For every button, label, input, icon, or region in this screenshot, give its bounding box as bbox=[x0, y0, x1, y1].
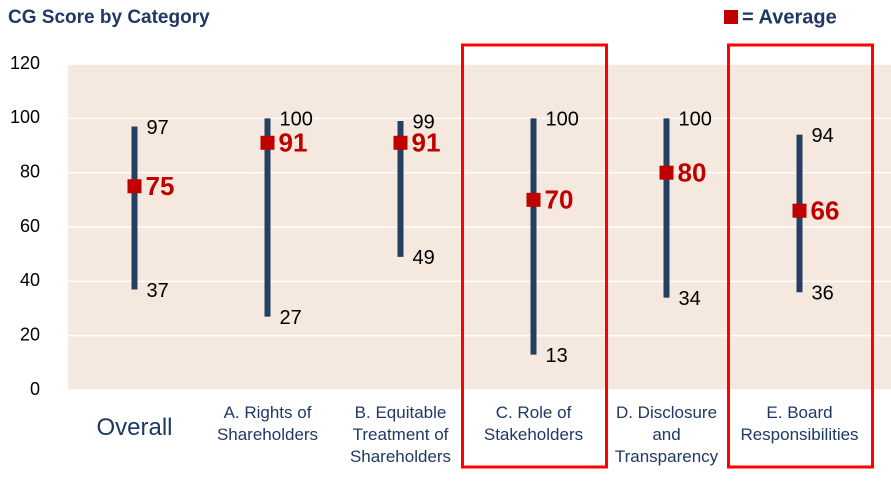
low-label: 49 bbox=[413, 247, 435, 269]
high-label: 99 bbox=[413, 111, 435, 133]
high-label: 100 bbox=[280, 109, 313, 131]
average-marker bbox=[393, 135, 408, 150]
average-marker bbox=[260, 135, 275, 150]
y-tick-label: 0 bbox=[30, 379, 40, 399]
low-label: 37 bbox=[147, 280, 169, 302]
low-label: 34 bbox=[679, 288, 701, 310]
highlight-box bbox=[461, 43, 608, 469]
y-tick-label: 120 bbox=[10, 53, 40, 73]
average-label: 91 bbox=[279, 128, 308, 158]
chart-title: CG Score by Category bbox=[8, 7, 210, 28]
x-tick-label: Overall bbox=[96, 414, 173, 441]
x-tick-label: D. Disclosure and Transparency bbox=[614, 403, 719, 466]
high-label: 100 bbox=[679, 109, 712, 131]
y-tick-label: 100 bbox=[10, 107, 40, 127]
x-tick-label: E. Board Responsibilities bbox=[740, 403, 859, 444]
average-label: 91 bbox=[412, 128, 441, 158]
average-marker bbox=[659, 165, 674, 180]
high-label: 97 bbox=[147, 117, 169, 139]
low-label: 27 bbox=[280, 307, 302, 329]
average-marker bbox=[526, 192, 541, 207]
x-tick-label: C. Role of Stakeholders bbox=[483, 403, 584, 444]
average-label: 66 bbox=[811, 196, 840, 226]
highlight-box bbox=[727, 43, 874, 469]
low-label: 13 bbox=[546, 345, 568, 367]
x-tick-label: B. Equitable Treatment of Shareholders bbox=[349, 403, 452, 466]
average-label: 75 bbox=[146, 171, 175, 201]
low-label: 36 bbox=[812, 282, 834, 304]
y-tick-label: 60 bbox=[20, 216, 40, 236]
y-tick-label: 80 bbox=[20, 161, 40, 181]
legend-marker bbox=[724, 10, 738, 24]
legend-label: = Average bbox=[742, 6, 837, 28]
y-tick-label: 40 bbox=[20, 270, 40, 290]
average-marker bbox=[792, 203, 807, 218]
average-marker bbox=[127, 179, 142, 194]
high-label: 100 bbox=[546, 109, 579, 131]
average-label: 70 bbox=[545, 185, 574, 215]
y-tick-label: 20 bbox=[20, 324, 40, 344]
x-tick-label: A. Rights of Shareholders bbox=[216, 403, 319, 444]
average-label: 80 bbox=[678, 158, 707, 188]
high-label: 94 bbox=[812, 125, 834, 147]
